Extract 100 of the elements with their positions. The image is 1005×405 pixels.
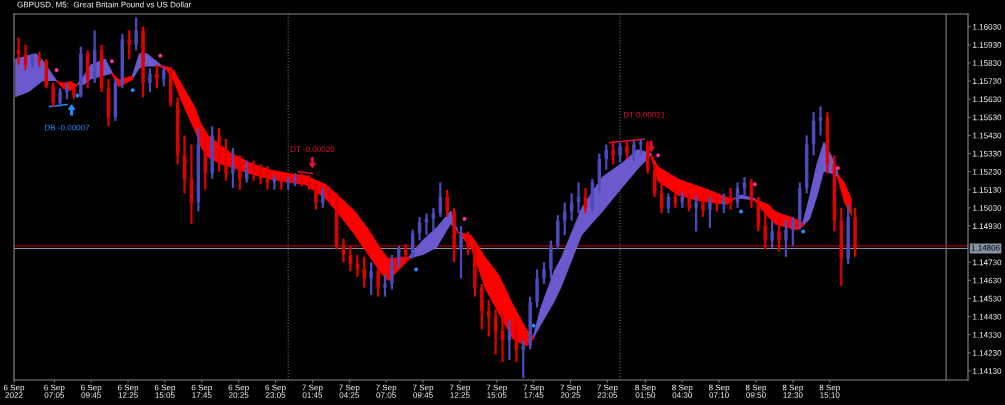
x-tick-label: 7 Sep 12:25: [449, 384, 471, 398]
candlestick: [217, 127, 221, 173]
point: [752, 182, 757, 187]
x-tick-label: 6 Sep 07:05: [44, 384, 65, 398]
candlestick: [390, 253, 394, 291]
candlestick: [694, 194, 698, 233]
x-tick-label: 6 Sep 2022: [3, 384, 25, 398]
y-tick-label: 1.15730: [973, 78, 1002, 85]
candlestick: [362, 255, 366, 289]
x-tick-label: 7 Sep 23:05: [597, 384, 618, 398]
y-tick-label: 1.15030: [973, 205, 1002, 211]
candlestick: [162, 65, 166, 88]
candlestick: [16, 36, 21, 66]
candlestick: [307, 174, 311, 191]
y-tick-label: 1.15330: [973, 150, 1002, 157]
candlestick: [51, 81, 55, 108]
candlestick: [376, 268, 380, 298]
x-tick-label: 6 Sep 17:45: [191, 384, 212, 398]
candlestick: [155, 63, 159, 90]
x-tick-label: 8 Sep 09:50: [745, 384, 767, 398]
candlestick: [763, 210, 767, 251]
candlestick: [134, 16, 138, 52]
x-tick-label: 8 Sep 01:50: [635, 384, 656, 398]
candlestick: [604, 143, 608, 171]
point: [414, 267, 419, 272]
point: [130, 88, 135, 93]
candlestick: [238, 154, 242, 191]
x-tick-label: 6 Sep 09:45: [81, 384, 102, 398]
candlestick: [314, 179, 318, 211]
candlestick: [272, 174, 277, 191]
x-tick-label: 8 Sep 12:30: [782, 384, 804, 398]
candlestick: [431, 206, 436, 233]
candlestick: [784, 219, 788, 258]
candlestick: [258, 163, 263, 186]
candlestick: [480, 282, 484, 331]
candlestick: [549, 239, 553, 280]
x-tick-label: 6 Sep 23:05: [265, 384, 286, 398]
x-tick-label: 7 Sep 17:45: [523, 384, 544, 398]
candlestick: [265, 165, 270, 191]
x-tick-label: 6 Sep 12:25: [117, 384, 139, 398]
point: [739, 209, 743, 214]
candlestick: [563, 201, 567, 237]
x-tick-label: 8 Sep 15:10: [819, 384, 840, 398]
y-tick-label: 1.14730: [973, 259, 1002, 266]
candlestick: [542, 261, 546, 286]
y-tick-label: 1.15930: [973, 42, 1002, 48]
x-tick-label: 7 Sep 09:45: [412, 384, 434, 398]
y-tick-label: 1.15130: [973, 187, 1002, 193]
candlestick: [777, 215, 781, 253]
candlestick: [231, 146, 235, 190]
candlestick: [397, 244, 401, 269]
candlestick: [632, 139, 636, 162]
candlestick: [459, 224, 463, 280]
point: [109, 59, 114, 64]
candlestick: [445, 188, 449, 219]
candlestick: [383, 273, 387, 298]
x-tick-label: 7 Sep 20:25: [560, 384, 581, 398]
candlestick: [65, 81, 69, 101]
candlestick: [701, 192, 705, 219]
candlestick: [818, 105, 823, 137]
candlestick: [687, 192, 691, 213]
candlestick: [486, 299, 491, 338]
y-tick-label: 1.15830: [973, 60, 1002, 66]
text: DB -0.00007: [45, 124, 90, 131]
y-tick-label: 1.14930: [973, 223, 1002, 229]
candlestick: [224, 137, 228, 182]
point: [54, 68, 59, 73]
y-tick-label: 1.14130: [973, 368, 1002, 374]
point: [531, 323, 536, 328]
ref-line-label: 1.14806: [971, 244, 1000, 251]
candlestick: [466, 230, 470, 257]
y-tick-label: 1.15430: [973, 132, 1002, 139]
chart-title: GBPUSD, M5: Great Britain Pound vs US Dollar: [17, 1, 192, 9]
candlestick: [625, 139, 629, 161]
candlestick: [659, 181, 664, 215]
y-tick-label: 1.14430: [973, 313, 1002, 320]
point: [158, 53, 163, 58]
y-tick-label: 1.15530: [973, 114, 1002, 121]
candlestick: [321, 186, 325, 209]
candlestick: [127, 29, 131, 61]
candlestick: [770, 219, 774, 249]
candlestick: [611, 139, 615, 166]
candlestick: [791, 215, 795, 248]
y-tick-label: 1.16030: [973, 23, 1002, 30]
candlestick: [708, 195, 712, 229]
candlestick: [58, 87, 62, 108]
candlestick: [300, 172, 304, 188]
x-tick-label: 6 Sep 15:05: [154, 384, 176, 398]
text: DT 0.00021: [623, 111, 665, 118]
y-tick-label: 1.14230: [973, 350, 1002, 356]
y-tick-label: 1.15630: [973, 96, 1002, 103]
candlestick: [141, 25, 145, 99]
x-tick-label: 7 Sep 07:05: [376, 384, 397, 398]
text: DT -0.00020: [290, 146, 335, 152]
x-tick-label: 7 Sep 01:45: [302, 384, 323, 398]
point: [835, 166, 840, 170]
candlestick: [535, 268, 539, 309]
x-tick-label: 7 Sep 04:25: [339, 384, 360, 398]
y-tick-label: 1.14630: [973, 277, 1002, 284]
point: [656, 153, 661, 158]
